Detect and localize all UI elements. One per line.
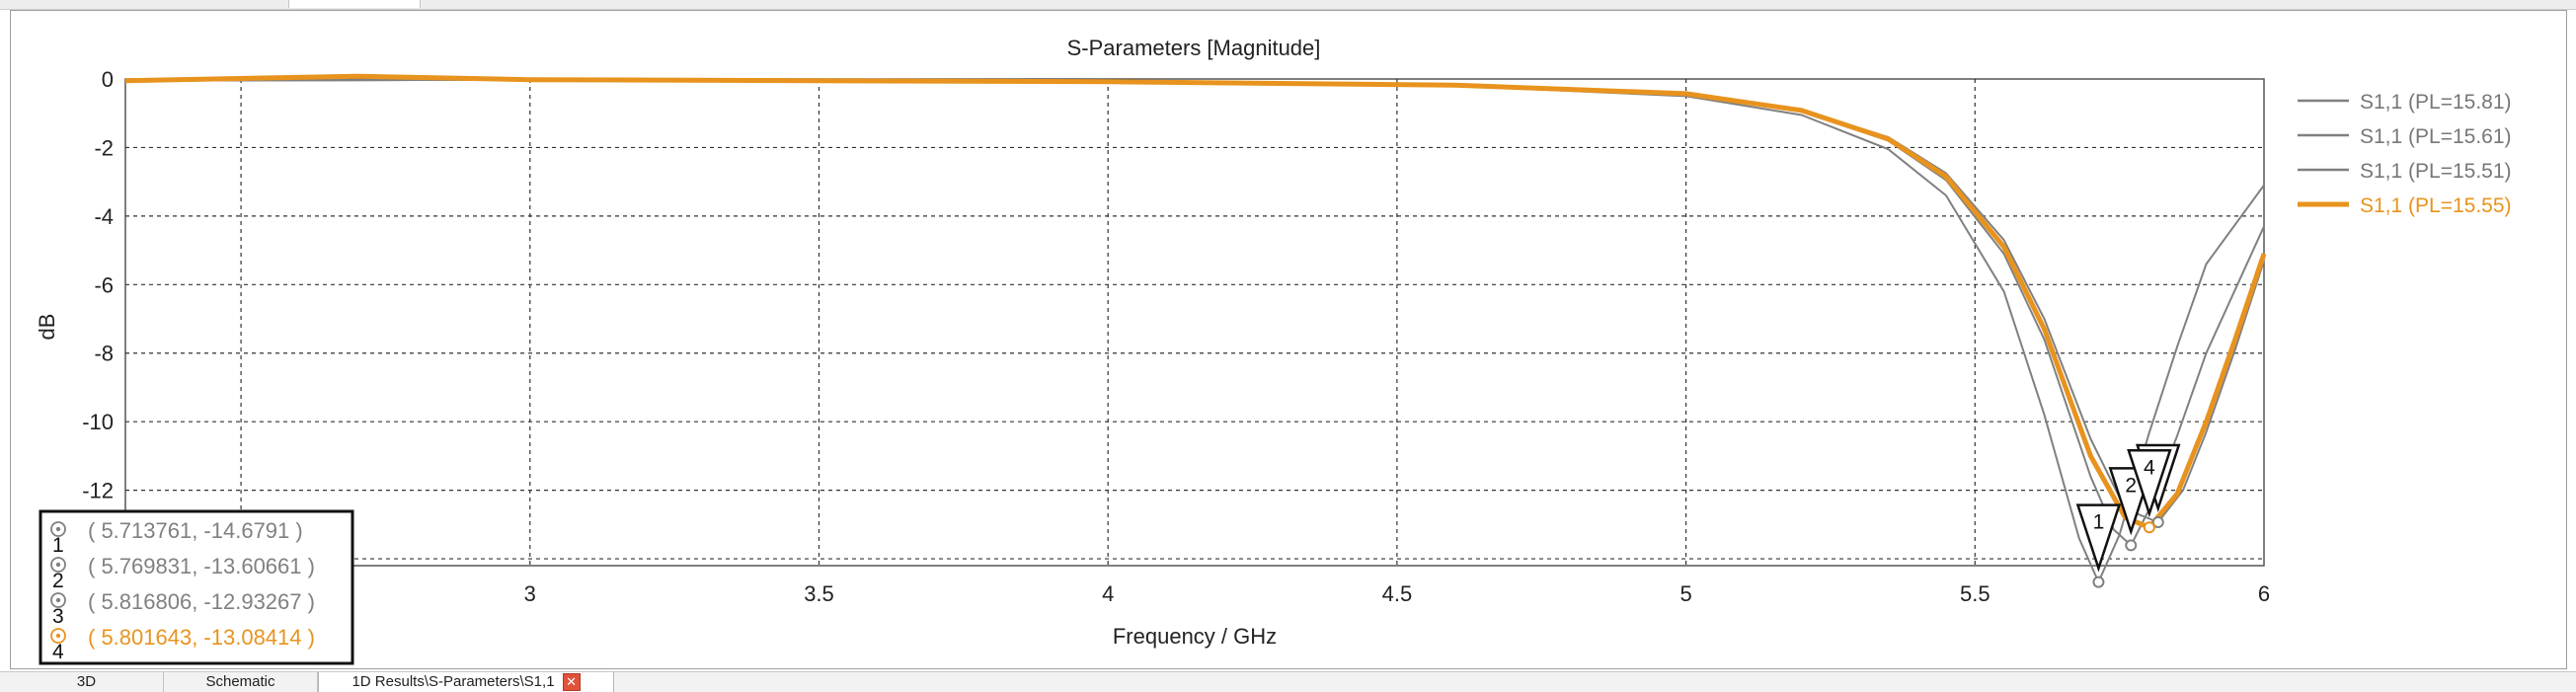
marker-row-id: 1 — [52, 534, 64, 557]
marker-row-id: 2 — [52, 570, 64, 592]
top-tab-strip — [0, 0, 2576, 10]
y-tick-label: -8 — [94, 342, 114, 366]
tab-3d[interactable]: 3D — [10, 672, 164, 692]
x-tick-label: 5.5 — [1960, 581, 1991, 606]
marker-row-id: 4 — [52, 641, 64, 663]
marker-row-icon-dot — [55, 526, 61, 532]
y-tick-label: -6 — [94, 272, 114, 297]
tab-schematic[interactable]: Schematic — [164, 672, 318, 692]
marker-flag-label: 2 — [2125, 474, 2137, 497]
marker-flag-label: 1 — [2093, 511, 2105, 534]
y-tick-label: -2 — [94, 135, 114, 160]
y-axis-label: dB — [35, 314, 59, 341]
sparameter-chart: S-Parameters [Magnitude] 2.533.544.555.5… — [35, 36, 2512, 665]
bottom-tab-bar: 3D Schematic 1D Results\S-Parameters\S1,… — [0, 671, 2576, 692]
marker-point-1[interactable] — [2092, 576, 2105, 588]
marker-row-icon-dot — [55, 597, 61, 603]
series-lines — [124, 73, 2267, 583]
y-tick-label: 0 — [102, 67, 114, 92]
marker-table-frame — [39, 509, 354, 665]
y-tick-labels: 0-2-4-6-8-10-12-14 — [82, 67, 114, 572]
x-tick-label: 6 — [2258, 581, 2270, 606]
x-axis-label: Frequency / GHz — [1113, 624, 1277, 649]
legend-label: S1,1 (PL=15.51) — [2360, 160, 2512, 183]
y-tick-label: -10 — [82, 410, 114, 434]
marker-row-id: 3 — [52, 605, 64, 628]
marker-readout-table: 1 ( 5.713761, -14.6791 ) 2 ( 5.769831, -13.… — [39, 509, 354, 665]
plot-window: S-Parameters [Magnitude] 2.533.544.555.5… — [10, 10, 2567, 669]
chart-title: S-Parameters [Magnitude] — [1067, 36, 1321, 60]
marker-point-4[interactable] — [2143, 521, 2155, 534]
legend: S1,1 (PL=15.81) S1,1 (PL=15.61) S1,1 (PL=1… — [2298, 91, 2512, 217]
marker-row-value: ( 5.801643, -13.08414 ) — [88, 625, 315, 650]
marker-point-2[interactable] — [2125, 539, 2138, 552]
legend-label: S1,1 (PL=15.61) — [2360, 125, 2512, 148]
marker-row-value: ( 5.713761, -14.6791 ) — [88, 518, 303, 543]
top-tab[interactable] — [288, 0, 421, 8]
marker-row-icon-dot — [55, 633, 61, 639]
x-tick-label: 5 — [1679, 581, 1691, 606]
x-tick-label: 4 — [1102, 581, 1114, 606]
marker-point-3[interactable] — [2151, 516, 2164, 529]
grid-lines — [125, 79, 2264, 566]
tab-1d-results[interactable]: 1D Results\S-Parameters\S1,1 ✕ — [318, 672, 614, 692]
marker-row-value: ( 5.769831, -13.60661 ) — [88, 554, 315, 578]
plot-background — [124, 78, 2265, 567]
marker-row-icon-dot — [55, 562, 61, 568]
series-line-4 — [124, 73, 2267, 530]
marker-flag-1[interactable] — [2075, 503, 2122, 573]
legend-label: S1,1 (PL=15.55) — [2360, 194, 2512, 217]
marker-flag-label: 4 — [2144, 456, 2155, 479]
x-tick-label: 4.5 — [1382, 581, 1413, 606]
x-tick-labels: 2.533.544.555.56 — [226, 581, 2270, 606]
legend-label: S1,1 (PL=15.81) — [2360, 91, 2512, 114]
marker-row-value: ( 5.816806, -12.93267 ) — [88, 589, 315, 614]
x-tick-label: 3.5 — [804, 581, 834, 606]
plot-area[interactable]: 2.533.544.555.56 0-2-4-6-8-10-12-14 1234 — [82, 67, 2270, 606]
close-icon[interactable]: ✕ — [562, 673, 581, 692]
tab-1d-results-label: 1D Results\S-Parameters\S1,1 — [351, 673, 555, 690]
y-tick-label: -4 — [94, 204, 114, 229]
marker-flag-4[interactable] — [2127, 449, 2172, 518]
x-tick-label: 3 — [524, 581, 536, 606]
y-tick-label: -12 — [82, 479, 114, 503]
marker-points: 1234 — [2075, 443, 2181, 588]
